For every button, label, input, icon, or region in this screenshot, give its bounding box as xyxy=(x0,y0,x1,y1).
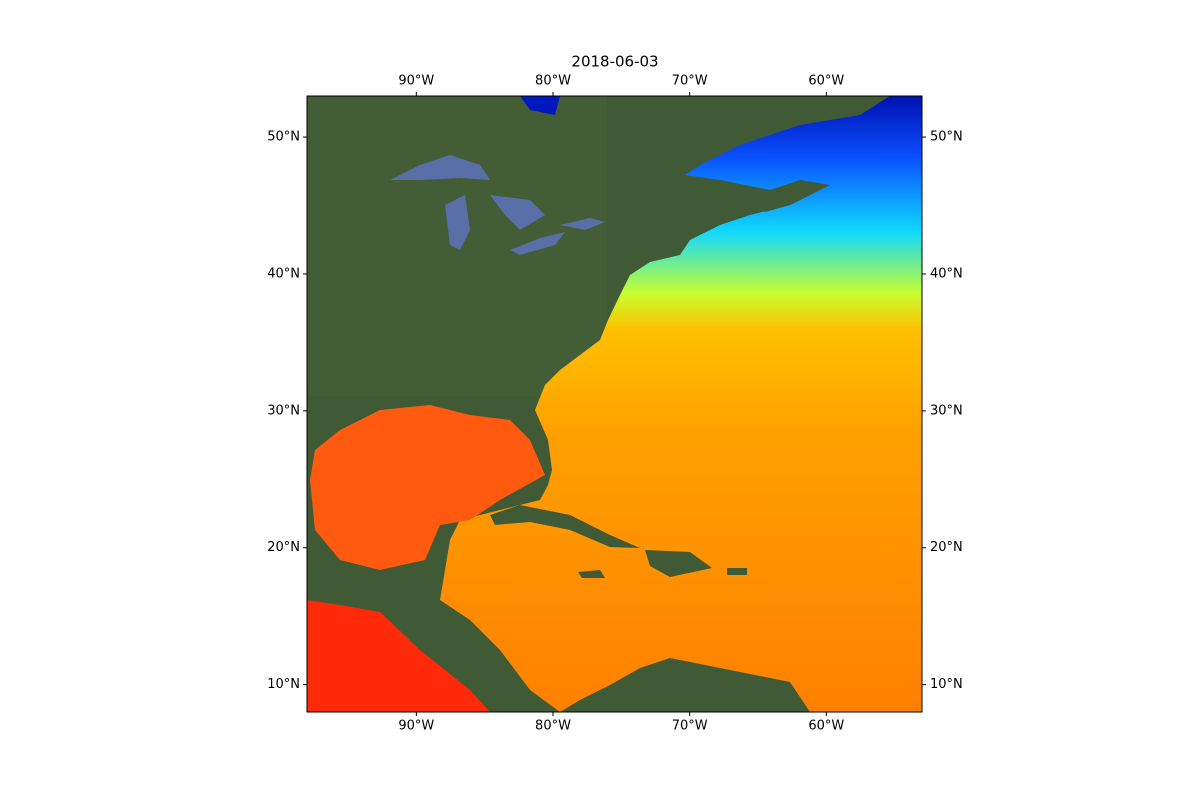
gulf-sst xyxy=(310,405,545,570)
y-tick-label: 40°N xyxy=(930,266,963,281)
cuba xyxy=(490,505,640,548)
y-tick-label: 30°N xyxy=(267,403,300,418)
y-tick-label: 50°N xyxy=(267,130,300,145)
atlantic-sst xyxy=(440,96,922,712)
map-frame xyxy=(306,95,923,713)
arctic-inflow xyxy=(520,96,560,115)
x-tick-label: 60°W xyxy=(808,74,844,89)
lake-michigan xyxy=(445,195,470,250)
x-tick-label: 60°W xyxy=(808,719,844,734)
lake-ontario xyxy=(560,218,605,230)
x-tick-label: 90°W xyxy=(398,719,434,734)
x-tick-label: 90°W xyxy=(398,74,434,89)
y-tick-label: 40°N xyxy=(267,266,300,281)
x-tick-label: 70°W xyxy=(672,74,708,89)
y-tick-label: 10°N xyxy=(930,677,963,692)
y-tick-label: 50°N xyxy=(930,130,963,145)
jamaica xyxy=(578,570,605,578)
map-title: 2018-06-03 xyxy=(571,53,658,71)
hispaniola xyxy=(645,550,712,577)
lake-superior xyxy=(390,155,490,180)
lake-huron xyxy=(490,195,545,230)
map-image xyxy=(307,96,922,712)
y-tick-label: 20°N xyxy=(930,540,963,555)
y-tick-label: 30°N xyxy=(930,403,963,418)
lake-erie xyxy=(510,232,565,255)
x-tick-label: 80°W xyxy=(535,74,571,89)
y-tick-label: 20°N xyxy=(267,540,300,555)
puerto-rico xyxy=(727,568,747,575)
x-tick-label: 80°W xyxy=(535,719,571,734)
pacific-sst xyxy=(307,600,490,712)
x-tick-label: 70°W xyxy=(672,719,708,734)
y-tick-label: 10°N xyxy=(267,677,300,692)
nova-scotia xyxy=(760,180,828,212)
